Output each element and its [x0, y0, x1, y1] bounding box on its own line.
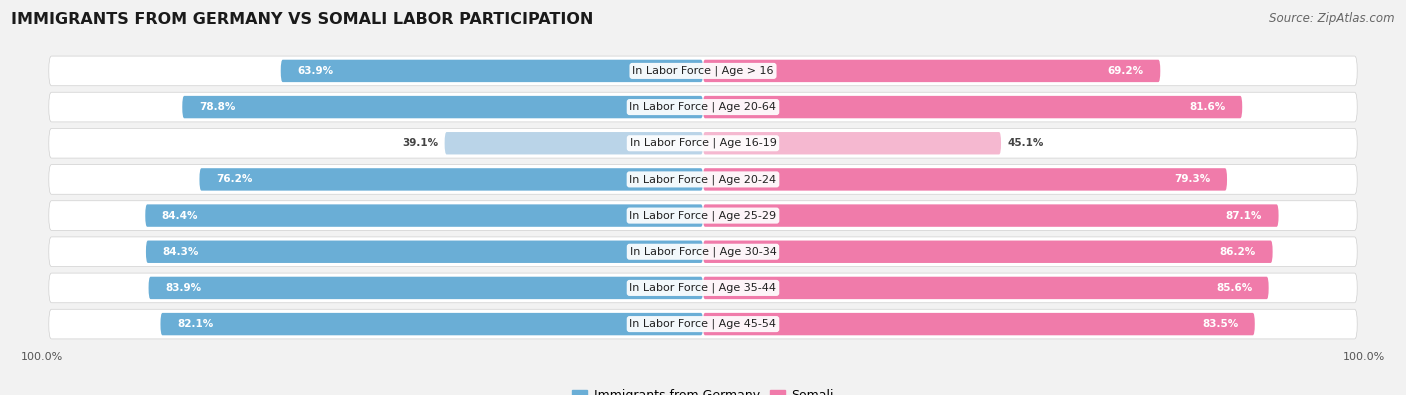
FancyBboxPatch shape [183, 96, 703, 118]
Text: IMMIGRANTS FROM GERMANY VS SOMALI LABOR PARTICIPATION: IMMIGRANTS FROM GERMANY VS SOMALI LABOR … [11, 12, 593, 27]
Text: In Labor Force | Age 25-29: In Labor Force | Age 25-29 [630, 210, 776, 221]
FancyBboxPatch shape [200, 168, 703, 191]
Text: 81.6%: 81.6% [1189, 102, 1226, 112]
FancyBboxPatch shape [444, 132, 703, 154]
Text: In Labor Force | Age 16-19: In Labor Force | Age 16-19 [630, 138, 776, 149]
Text: 82.1%: 82.1% [177, 319, 214, 329]
Text: 83.9%: 83.9% [165, 283, 201, 293]
Text: 45.1%: 45.1% [1008, 138, 1045, 148]
Text: 87.1%: 87.1% [1226, 211, 1263, 220]
FancyBboxPatch shape [703, 96, 1243, 118]
FancyBboxPatch shape [49, 273, 1357, 303]
FancyBboxPatch shape [703, 277, 1268, 299]
FancyBboxPatch shape [49, 128, 1357, 158]
Text: 76.2%: 76.2% [217, 175, 252, 184]
Text: In Labor Force | Age 45-54: In Labor Force | Age 45-54 [630, 319, 776, 329]
Text: In Labor Force | Age 30-34: In Labor Force | Age 30-34 [630, 246, 776, 257]
FancyBboxPatch shape [149, 277, 703, 299]
Text: 69.2%: 69.2% [1108, 66, 1143, 76]
Text: 84.4%: 84.4% [162, 211, 198, 220]
Text: In Labor Force | Age 35-44: In Labor Force | Age 35-44 [630, 283, 776, 293]
FancyBboxPatch shape [49, 309, 1357, 339]
FancyBboxPatch shape [49, 237, 1357, 267]
FancyBboxPatch shape [703, 60, 1160, 82]
FancyBboxPatch shape [703, 241, 1272, 263]
FancyBboxPatch shape [146, 241, 703, 263]
Text: 78.8%: 78.8% [198, 102, 235, 112]
FancyBboxPatch shape [49, 165, 1357, 194]
Text: Source: ZipAtlas.com: Source: ZipAtlas.com [1270, 12, 1395, 25]
Text: 63.9%: 63.9% [297, 66, 333, 76]
FancyBboxPatch shape [49, 201, 1357, 230]
Text: 83.5%: 83.5% [1202, 319, 1239, 329]
FancyBboxPatch shape [160, 313, 703, 335]
FancyBboxPatch shape [49, 56, 1357, 86]
Text: In Labor Force | Age > 16: In Labor Force | Age > 16 [633, 66, 773, 76]
FancyBboxPatch shape [281, 60, 703, 82]
FancyBboxPatch shape [703, 204, 1278, 227]
Text: 86.2%: 86.2% [1220, 247, 1256, 257]
FancyBboxPatch shape [703, 132, 1001, 154]
Text: 79.3%: 79.3% [1174, 175, 1211, 184]
Legend: Immigrants from Germany, Somali: Immigrants from Germany, Somali [568, 384, 838, 395]
Text: 84.3%: 84.3% [163, 247, 198, 257]
Text: In Labor Force | Age 20-64: In Labor Force | Age 20-64 [630, 102, 776, 112]
FancyBboxPatch shape [703, 168, 1227, 191]
Text: In Labor Force | Age 20-24: In Labor Force | Age 20-24 [630, 174, 776, 185]
FancyBboxPatch shape [703, 313, 1254, 335]
FancyBboxPatch shape [49, 92, 1357, 122]
Text: 85.6%: 85.6% [1216, 283, 1253, 293]
FancyBboxPatch shape [145, 204, 703, 227]
Text: 39.1%: 39.1% [402, 138, 439, 148]
